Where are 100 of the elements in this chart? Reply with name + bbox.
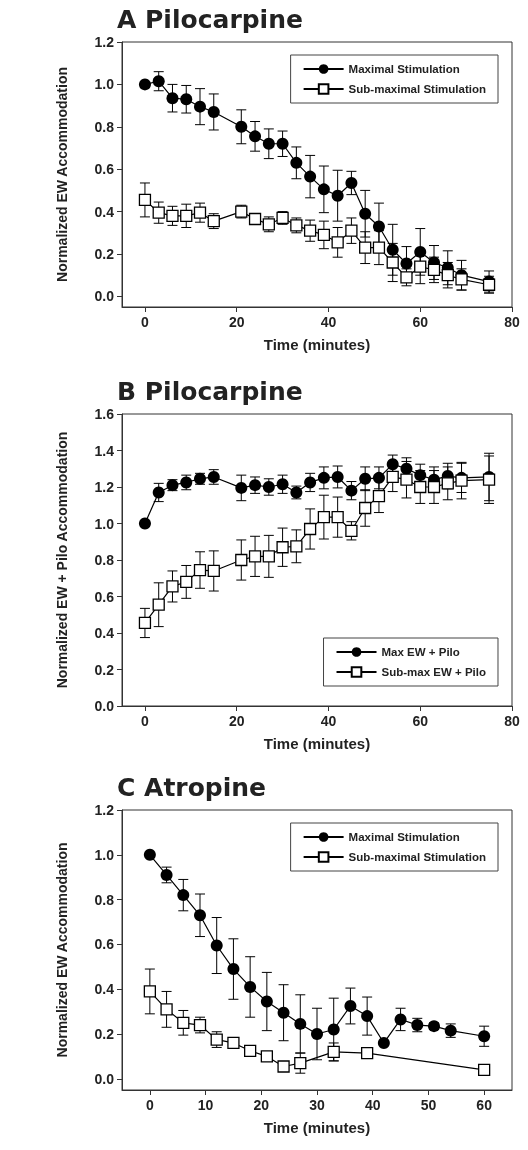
y-tick-label: 0.4 (94, 203, 115, 220)
x-tick-label: 0 (141, 314, 150, 330)
y-tick-label: 0.8 (94, 552, 115, 568)
y-tick-label: 1.2 (94, 479, 115, 495)
y-tick-label: 0.8 (94, 118, 115, 135)
point (294, 1017, 307, 1030)
point (477, 1063, 491, 1076)
point (345, 176, 358, 189)
point (400, 473, 413, 486)
point (331, 470, 344, 483)
point (248, 550, 262, 563)
x-tick-label: 40 (320, 314, 337, 330)
point (235, 120, 248, 133)
point (227, 1036, 240, 1050)
x-tick-label: 30 (309, 1097, 325, 1113)
x-tick-label: 20 (228, 713, 245, 729)
point (143, 985, 157, 998)
point (345, 484, 358, 497)
x-tick-label: 40 (320, 713, 337, 729)
point (414, 480, 427, 494)
point (372, 241, 386, 254)
point (386, 458, 399, 471)
y-axis-title: Normalized EW Accommodation (53, 842, 70, 1058)
point (414, 260, 427, 273)
point (331, 510, 344, 524)
point (359, 501, 372, 515)
point (260, 995, 273, 1008)
y-tick-label: 0.0 (94, 1070, 115, 1087)
point (331, 189, 344, 202)
x-tick-label: 50 (420, 1097, 437, 1113)
y-tick-label: 1.0 (94, 846, 115, 863)
y-tick-label: 0.4 (94, 625, 115, 641)
y-tick-label: 1.6 (94, 406, 115, 422)
point (276, 541, 289, 554)
point (414, 469, 427, 482)
y-tick-label: 0.2 (94, 246, 115, 262)
point (427, 263, 441, 277)
point (260, 1050, 274, 1063)
y-tick-label: 0.6 (94, 161, 115, 178)
point (372, 489, 386, 503)
point (207, 105, 220, 118)
x-axis-title: Time (minutes) (263, 336, 371, 353)
chart-title: A Pilocarpine (117, 5, 303, 34)
y-tick-label: 0.4 (94, 981, 115, 998)
y-axis-title: Normalized EW + Pilo Accommodation (53, 431, 70, 689)
y-tick-label: 0.6 (94, 936, 115, 953)
point (345, 224, 358, 237)
y-tick-label: 1.2 (94, 802, 115, 818)
point (394, 1013, 407, 1026)
point (294, 1056, 307, 1070)
point (386, 243, 399, 256)
y-tick-label: 0.2 (94, 1026, 115, 1042)
point (344, 1000, 357, 1012)
point (331, 236, 344, 249)
point (166, 92, 179, 105)
point (441, 477, 454, 490)
y-tick-label: 0.8 (94, 891, 115, 908)
y-tick-label: 0.6 (94, 588, 115, 605)
point (243, 1044, 257, 1057)
point (277, 1060, 290, 1073)
point (166, 580, 179, 593)
point (138, 78, 151, 91)
legend-label: Sub-maximal Stimulation (348, 851, 487, 863)
point (317, 471, 330, 484)
y-axis-title: Normalized EW Accommodation (53, 67, 70, 282)
x-tick-label: 40 (364, 1097, 381, 1113)
point (138, 517, 151, 530)
point (303, 224, 317, 237)
legend-label: Maximal Stimulation (348, 831, 460, 843)
point (317, 183, 330, 196)
point (345, 524, 358, 537)
point (194, 909, 206, 922)
point (160, 1003, 173, 1016)
chart-title: C Atropine (117, 773, 267, 802)
y-tick-label: 0.2 (94, 661, 115, 678)
point (427, 480, 441, 494)
point (227, 963, 240, 976)
point (372, 471, 385, 484)
y-tick-label: 0.0 (94, 698, 115, 714)
point (414, 245, 427, 258)
point (235, 481, 248, 494)
x-tick-label: 60 (476, 1097, 493, 1113)
point (441, 269, 454, 282)
point (304, 170, 317, 183)
y-tick-label: 0.0 (94, 288, 115, 305)
x-tick-label: 20 (228, 314, 245, 330)
legend-label: Sub-max EW + Pilo (381, 666, 487, 678)
point (138, 616, 152, 630)
x-axis-title: Time (minutes) (263, 735, 371, 752)
point (386, 470, 399, 484)
point (428, 1020, 440, 1033)
point (311, 1028, 323, 1040)
point (360, 1046, 374, 1060)
point (152, 598, 165, 611)
point (249, 130, 262, 143)
point (194, 100, 206, 113)
y-tick-label: 1.0 (94, 515, 115, 532)
x-tick-label: 20 (253, 1097, 270, 1113)
point (359, 472, 372, 485)
point (377, 1036, 390, 1049)
